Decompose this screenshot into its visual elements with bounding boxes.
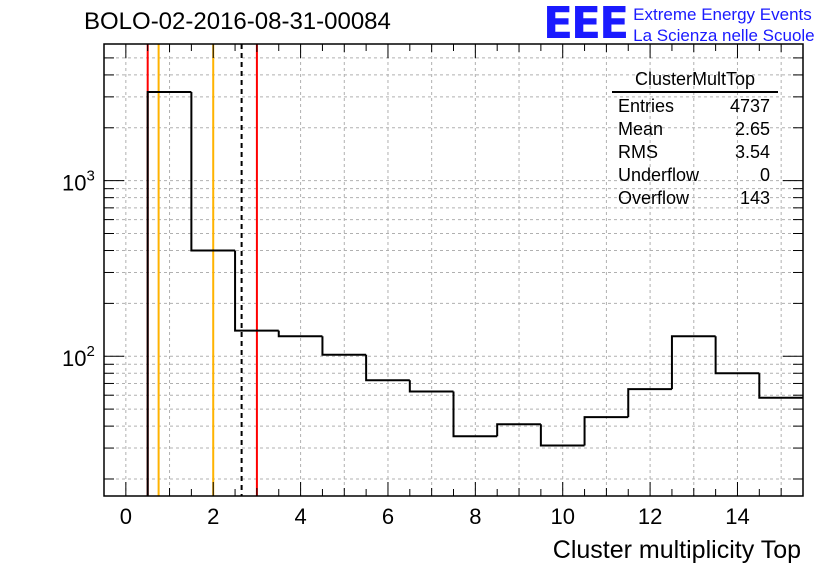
- logo-line-1: Extreme Energy Events: [633, 5, 812, 24]
- logo-line-2: La Scienza nelle Scuole: [633, 26, 815, 45]
- histogram-bin: [670, 335, 716, 390]
- y-tick-label: 102: [62, 343, 95, 371]
- eee-logo-text: Extreme Energy Events La Scienza nelle S…: [633, 4, 814, 46]
- stats-row-underflow: Underflow 0: [612, 164, 778, 187]
- tick-labels: 0 2 4 6 8 10 12 14 102 103: [62, 168, 750, 529]
- stats-value: 2.65: [734, 119, 770, 139]
- histogram-bin: [277, 330, 323, 338]
- histogram-bars: [146, 90, 803, 496]
- x-axis-label: Cluster multiplicity Top: [553, 536, 801, 564]
- histogram-bin: [408, 380, 454, 393]
- axis-ticks: [103, 43, 804, 496]
- histogram-bin: [758, 373, 803, 399]
- x-tick-label: 10: [550, 504, 574, 529]
- x-tick-label: 14: [725, 504, 749, 529]
- stats-label: Mean: [618, 119, 664, 139]
- histogram-bin: [627, 388, 672, 418]
- x-tick-label: 8: [469, 504, 481, 529]
- histogram-bin: [365, 354, 410, 382]
- stats-label: RMS: [618, 142, 658, 162]
- histogram-bin: [321, 336, 367, 356]
- stats-row-overflow: Overflow 143: [612, 187, 778, 210]
- stats-row-entries: Entries 4737: [612, 95, 778, 118]
- stats-box-title: ClusterMultTop: [612, 68, 778, 93]
- histogram-bin: [583, 416, 629, 446]
- eee-logo-letters: EEE: [543, 0, 629, 49]
- histogram-bin: [146, 90, 192, 496]
- x-tick-label: 2: [207, 504, 219, 529]
- histogram-bin: [539, 424, 585, 447]
- stats-value: 143: [739, 188, 770, 208]
- x-tick-label: 0: [120, 504, 132, 529]
- stats-value: 0: [759, 165, 770, 185]
- stats-label: Overflow: [618, 188, 690, 208]
- stats-row-rms: RMS 3.54: [612, 141, 778, 164]
- y-tick-label: 103: [62, 168, 95, 196]
- stats-box: ClusterMultTop Entries 4737 Mean 2.65 RM…: [612, 68, 778, 210]
- histogram-bin: [190, 91, 236, 252]
- histogram-bin: [234, 250, 279, 332]
- histogram-bin: [714, 336, 760, 375]
- stats-label: Underflow: [618, 165, 700, 185]
- stats-value: 4737: [729, 96, 770, 116]
- stats-row-mean: Mean 2.65: [612, 118, 778, 141]
- histogram-bin: [496, 423, 541, 437]
- histogram-bin: [452, 391, 498, 438]
- stats-value: 3.54: [734, 142, 770, 162]
- x-tick-label: 6: [382, 504, 394, 529]
- x-tick-label: 12: [638, 504, 662, 529]
- histogram-title: BOLO-02-2016-08-31-00084: [84, 8, 391, 35]
- vertical-marker-lines: [146, 44, 258, 496]
- x-tick-label: 4: [294, 504, 306, 529]
- eee-logo: EEE Extreme Energy Events La Scienza nel…: [543, 2, 815, 46]
- stats-label: Entries: [618, 96, 675, 116]
